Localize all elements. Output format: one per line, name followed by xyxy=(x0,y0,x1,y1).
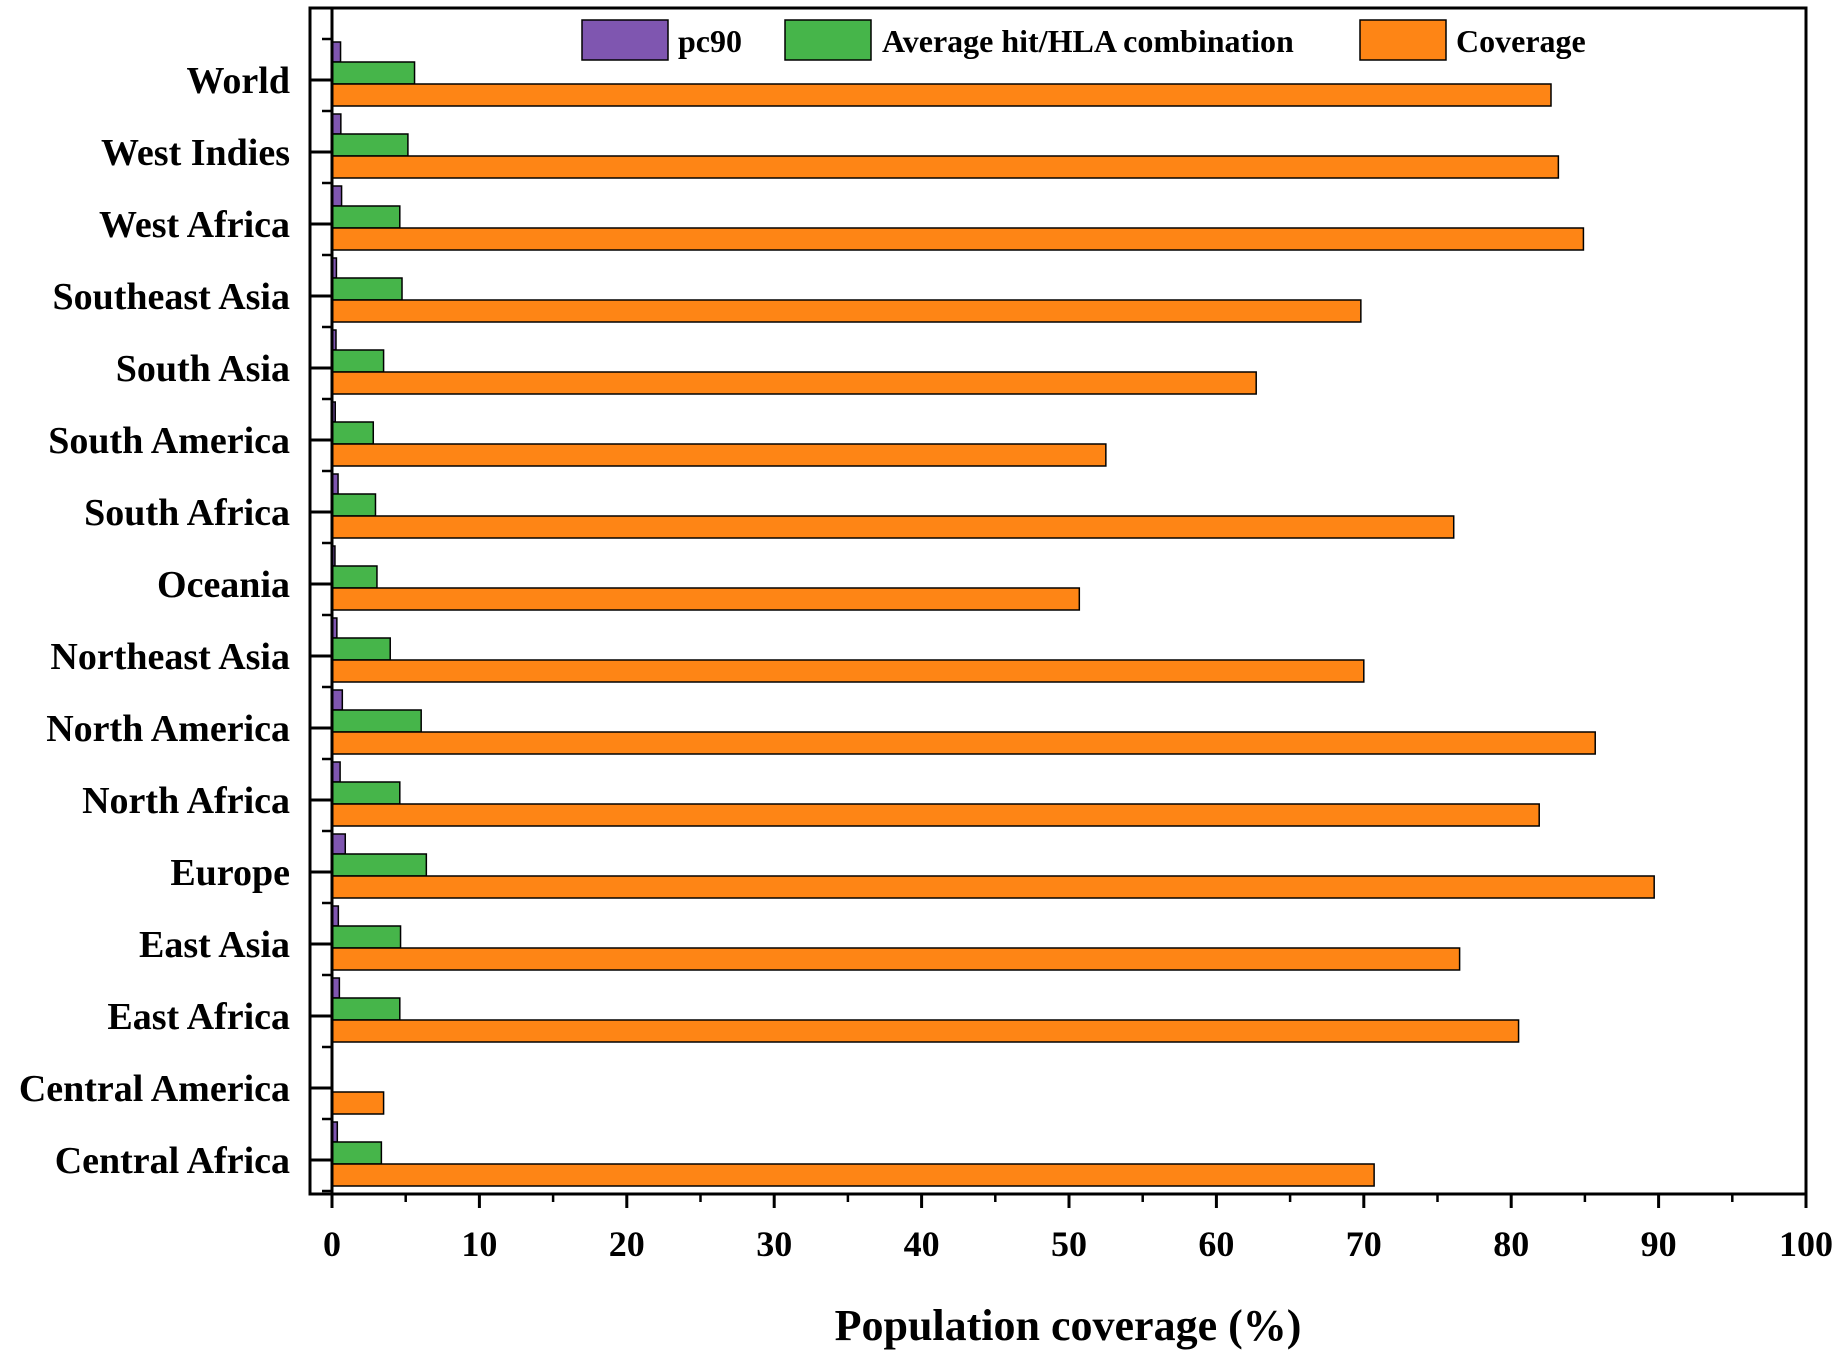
y-tick-label-oceania: Oceania xyxy=(157,564,290,606)
bar-south-asia-coverage xyxy=(331,371,1257,395)
bar-north-america-average-hit-hla-combination xyxy=(331,709,422,733)
bar-south-asia-average-hit-hla-combination xyxy=(331,349,385,373)
bar-north-america-pc90 xyxy=(331,689,344,711)
y-tick-label-central-america: Central America xyxy=(19,1068,290,1110)
y-tick-label-world: World xyxy=(187,60,290,102)
bar-central-africa-coverage xyxy=(331,1163,1375,1187)
y-tick-label-west-africa: West Africa xyxy=(99,204,290,246)
x-tick-label: 20 xyxy=(609,1224,645,1264)
bar-south-africa-average-hit-hla-combination xyxy=(331,493,377,517)
bar-north-africa-average-hit-hla-combination xyxy=(331,781,401,805)
y-tick-label-south-america: South America xyxy=(48,420,290,462)
y-tick-label-west-indies: West Indies xyxy=(101,132,290,174)
y-axis: World West Indies West Africa Southeast Asi… xyxy=(19,8,334,1194)
legend-label-pc90: pc90 xyxy=(678,23,742,59)
legend: pc90 Average hit/HLA combination Coverage xyxy=(581,19,1586,61)
x-tick-label: 60 xyxy=(1198,1224,1234,1264)
x-tick-label: 40 xyxy=(904,1224,940,1264)
bar-central-africa-average-hit-hla-combination xyxy=(331,1141,383,1165)
y-tick-label-east-africa: East Africa xyxy=(107,996,290,1038)
bar-northeast-asia-average-hit-hla-combination xyxy=(331,637,391,661)
bar-south-america-coverage xyxy=(331,443,1107,467)
y-tick-label-northeast-asia: Northeast Asia xyxy=(50,636,290,678)
bar-west-indies-coverage xyxy=(331,155,1560,179)
legend-label-coverage: Coverage xyxy=(1456,23,1586,59)
legend-swatch-average-hit-hla-combination xyxy=(784,19,872,61)
bar-southeast-asia-coverage xyxy=(331,299,1362,323)
y-tick-label-central-africa: Central Africa xyxy=(55,1140,290,1182)
bar-europe-coverage xyxy=(331,875,1655,899)
y-tick-label-east-asia: East Asia xyxy=(139,924,290,966)
bar-east-africa-average-hit-hla-combination xyxy=(331,997,401,1021)
x-tick-label: 100 xyxy=(1779,1224,1833,1264)
x-tick-label: 80 xyxy=(1493,1224,1529,1264)
plot-frame xyxy=(308,6,1808,1196)
bar-oceania-average-hit-hla-combination xyxy=(331,565,378,589)
y-tick-label-south-africa: South Africa xyxy=(84,492,290,534)
x-tick-label: 90 xyxy=(1641,1224,1677,1264)
x-axis-title: Population coverage (%) xyxy=(835,1301,1302,1350)
bar-east-africa-coverage xyxy=(331,1019,1520,1043)
bar-north-america-coverage xyxy=(331,731,1596,755)
bar-world-coverage xyxy=(331,83,1552,107)
bar-south-america-average-hit-hla-combination xyxy=(331,421,375,445)
y-tick-label-north-africa: North Africa xyxy=(82,780,290,822)
x-tick-label: 30 xyxy=(756,1224,792,1264)
x-tick-label: 0 xyxy=(323,1224,341,1264)
x-tick-label: 10 xyxy=(461,1224,497,1264)
legend-label-average-hit-hla-combination: Average hit/HLA combination xyxy=(882,23,1294,59)
x-tick-label: 50 xyxy=(1051,1224,1087,1264)
bar-north-africa-coverage xyxy=(331,803,1540,827)
y-tick-label-europe: Europe xyxy=(170,852,290,894)
legend-swatch-coverage xyxy=(1359,19,1447,61)
bar-west-africa-coverage xyxy=(331,227,1585,251)
bar-east-asia-average-hit-hla-combination xyxy=(331,925,402,949)
bar-southeast-asia-average-hit-hla-combination xyxy=(331,277,403,301)
bar-northeast-asia-coverage xyxy=(331,659,1365,683)
bar-europe-average-hit-hla-combination xyxy=(331,853,428,877)
y-tick-label-north-america: North America xyxy=(46,708,290,750)
bar-europe-pc90 xyxy=(331,833,347,855)
legend-swatch-pc90 xyxy=(581,19,669,61)
bar-world-average-hit-hla-combination xyxy=(331,61,416,85)
x-tick-label: 70 xyxy=(1346,1224,1382,1264)
y-tick-label-south-asia: South Asia xyxy=(116,348,290,390)
y-tick-label-southeast-asia: Southeast Asia xyxy=(52,276,290,318)
bar-east-asia-coverage xyxy=(331,947,1461,971)
bar-west-africa-average-hit-hla-combination xyxy=(331,205,401,229)
bar-oceania-coverage xyxy=(331,587,1081,611)
bar-south-africa-coverage xyxy=(331,515,1455,539)
bar-west-indies-average-hit-hla-combination xyxy=(331,133,409,157)
bars-layer xyxy=(331,41,1655,1187)
bar-central-america-coverage xyxy=(331,1091,385,1115)
